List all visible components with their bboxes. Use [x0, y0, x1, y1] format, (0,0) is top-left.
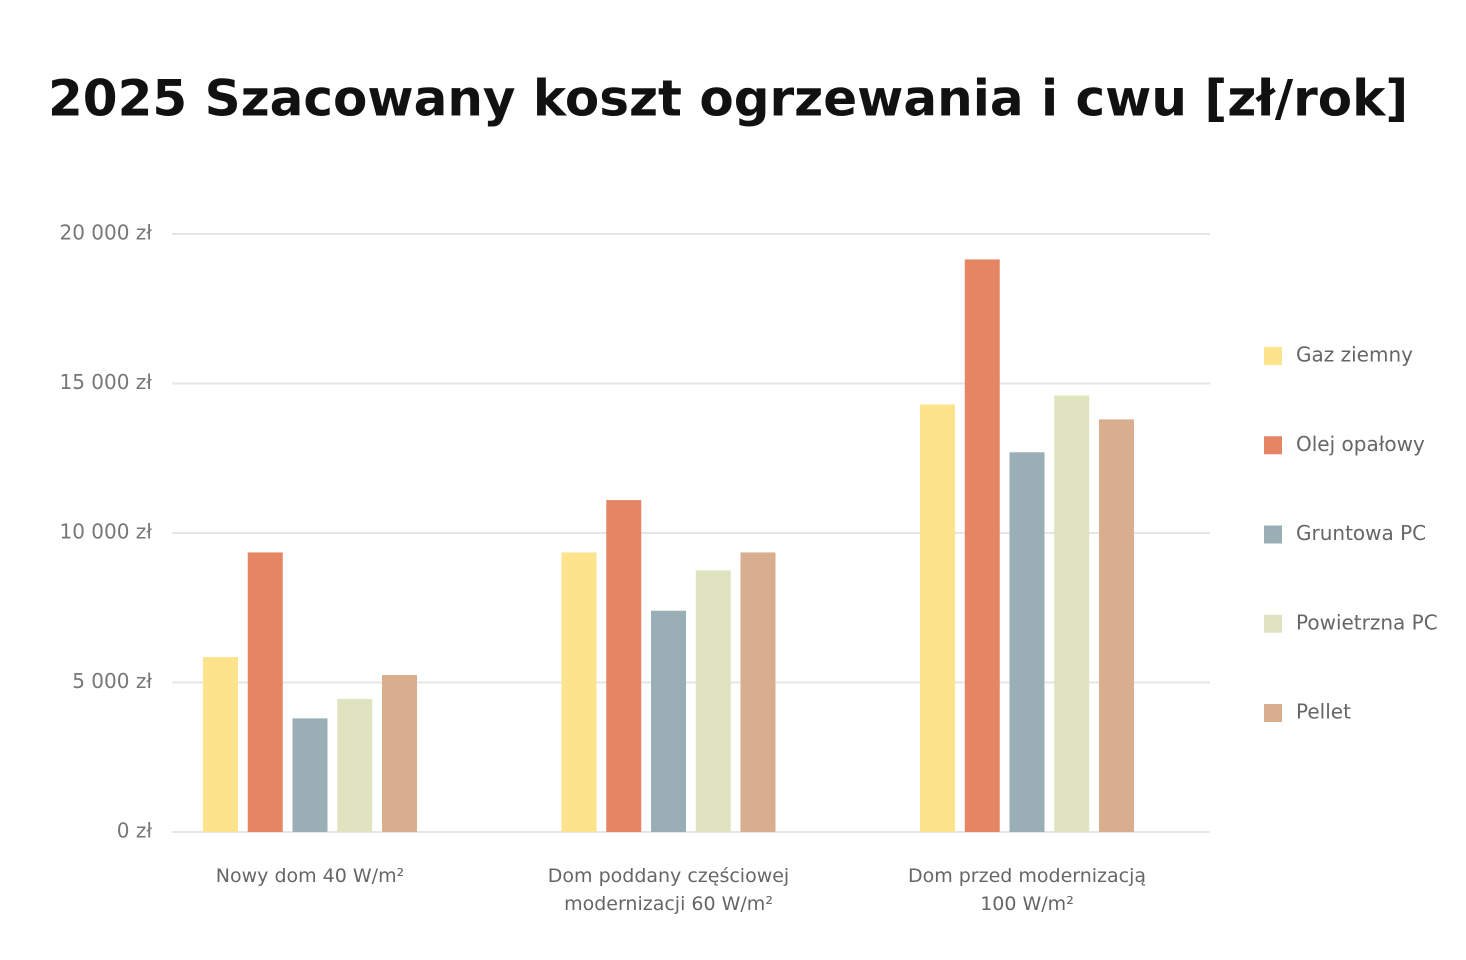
- bar: [1054, 395, 1090, 832]
- legend-swatch: [1264, 525, 1282, 544]
- bar: [920, 404, 955, 832]
- bar: [382, 675, 417, 832]
- bar: [1099, 419, 1134, 832]
- bar: [292, 718, 328, 832]
- y-tick-label: 0 zł: [117, 819, 153, 843]
- y-tick-label: 20 000 zł: [59, 221, 152, 245]
- bar: [964, 259, 1000, 832]
- legend-swatch: [1264, 436, 1282, 455]
- bar: [247, 552, 283, 832]
- y-tick-label: 10 000 zł: [59, 520, 152, 544]
- x-tick-label: Dom poddany częściowej modernizacji 60 W…: [547, 865, 790, 915]
- x-tick-label: Nowy dom 40 W/m²: [215, 865, 405, 887]
- legend-label: Powietrzna PC: [1296, 610, 1438, 634]
- bar: [1009, 452, 1045, 832]
- legend-label: Pellet: [1296, 700, 1351, 724]
- bar: [740, 552, 776, 832]
- bar: [203, 657, 238, 832]
- legend-swatch: [1264, 614, 1282, 633]
- legend-swatch: [1264, 347, 1282, 365]
- bar: [561, 552, 597, 832]
- y-tick-label: 5 000 zł: [72, 669, 152, 693]
- x-tick-label: Dom przed modernizacją 100 W/m²: [907, 865, 1147, 915]
- bar: [695, 570, 731, 832]
- bar: [606, 500, 642, 832]
- legend-label: Gaz ziemny: [1296, 343, 1413, 367]
- bar: [651, 610, 686, 832]
- bar: [337, 698, 373, 832]
- legend-label: Olej opałowy: [1296, 432, 1425, 456]
- legend-swatch: [1264, 704, 1282, 722]
- legend-label: Gruntowa PC: [1296, 521, 1426, 545]
- chart-title: 2025 Szacowany koszt ogrzewania i cwu [z…: [48, 70, 1408, 128]
- y-tick-label: 15 000 zł: [59, 370, 152, 394]
